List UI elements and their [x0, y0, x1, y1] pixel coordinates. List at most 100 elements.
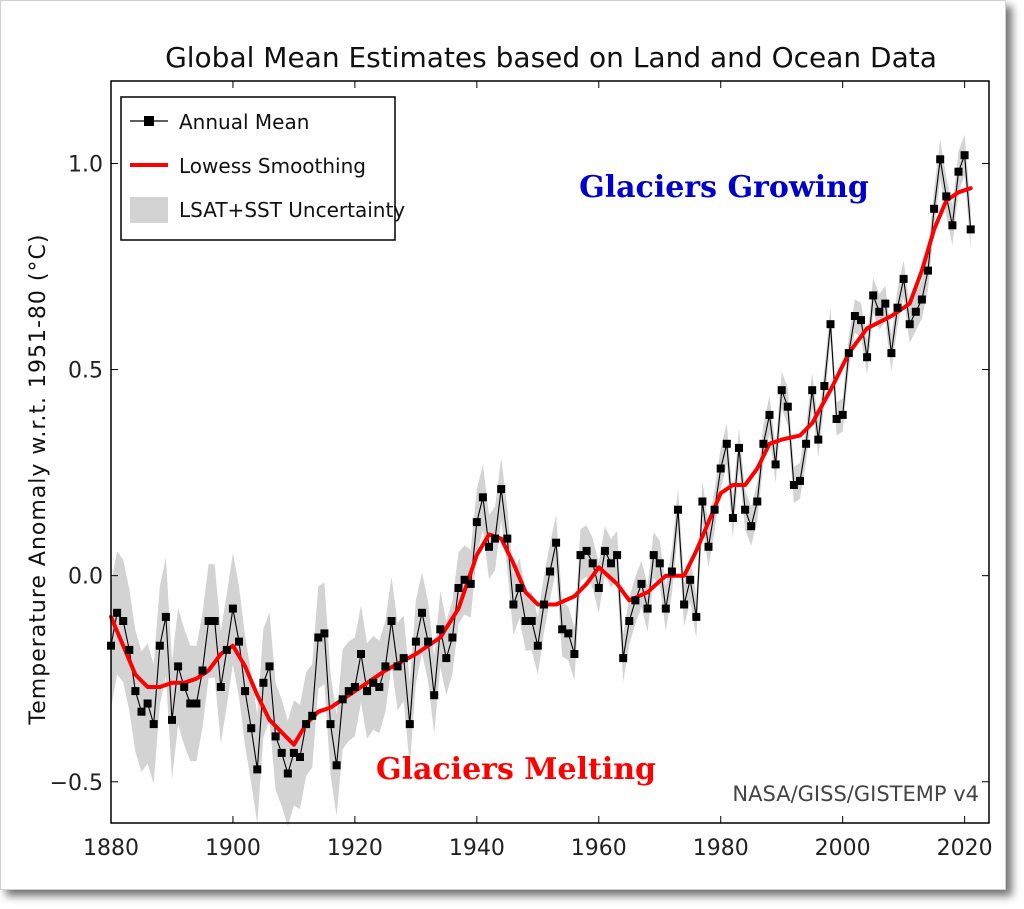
annual-mean-point — [625, 617, 634, 625]
annual-mean-point — [204, 617, 213, 625]
annual-mean-point — [899, 274, 908, 283]
annual-mean-point — [478, 493, 487, 502]
annual-mean-point — [826, 320, 835, 329]
annual-mean-point — [271, 732, 280, 741]
annual-mean-point — [582, 546, 591, 555]
annual-mean-point — [674, 505, 682, 514]
annual-mean-point — [235, 637, 243, 646]
lowess-layer — [109, 186, 973, 747]
annual-mean-point — [619, 654, 628, 663]
temperature-chart: 1880 1900 1920 1940 1960 1980 2000 2020 −0.5 0.0 0… — [26, 41, 993, 861]
plot-area — [110, 80, 990, 824]
annual-mean-point — [228, 604, 237, 613]
annual-mean-point — [155, 641, 164, 650]
annual-mean-point — [917, 295, 926, 304]
y-tick-label: 0.0 — [68, 565, 103, 590]
annual-mean-point — [247, 724, 256, 733]
legend-annual-marker — [144, 116, 154, 126]
annual-mean-point — [125, 645, 134, 654]
annual-mean-point — [113, 608, 122, 617]
annual-mean-point — [259, 678, 268, 687]
annual-mean-point — [161, 612, 170, 621]
annual-mean-point — [844, 349, 853, 358]
annual-mean-point — [863, 353, 872, 362]
annual-mean-point — [546, 567, 554, 576]
x-tick-label: 1920 — [327, 836, 383, 861]
annual-mean-point — [308, 711, 317, 720]
annual-mean-point — [424, 637, 433, 646]
annual-mean-point — [442, 654, 451, 663]
annual-mean-point — [314, 633, 323, 642]
annual-mean-point — [661, 604, 670, 613]
annual-mean-point — [363, 687, 372, 696]
annual-mean-point — [753, 497, 762, 506]
annual-mean-point — [460, 575, 469, 584]
annual-mean-point — [186, 699, 195, 708]
annual-mean-point — [802, 439, 811, 448]
y-tick-label: −0.5 — [50, 771, 103, 796]
annual-mean-point — [527, 617, 536, 625]
annual-mean-point — [369, 678, 378, 687]
annotation-glaciers-growing: Glaciers Growing — [579, 170, 869, 205]
data-source-credit: NASA/GISS/GISTEMP v4 — [732, 782, 979, 806]
annual-mean-point — [375, 683, 384, 691]
annual-mean-point — [692, 612, 701, 621]
annual-mean-point — [381, 662, 390, 671]
annual-mean-point — [539, 600, 548, 609]
annual-mean-point — [875, 307, 884, 316]
annual-mean-point — [558, 625, 567, 634]
annual-mean-point — [338, 695, 347, 704]
annual-mean-point — [649, 551, 658, 560]
annual-mean-point — [283, 769, 292, 778]
annual-mean-point — [936, 155, 945, 164]
annual-mean-point — [387, 617, 396, 625]
annual-mean-point — [350, 683, 359, 691]
annual-mean-point — [570, 650, 579, 658]
x-tick-label: 1940 — [449, 836, 505, 861]
annual-mean-point — [820, 382, 829, 390]
annual-mean-point — [210, 617, 219, 625]
annual-mean-point — [357, 650, 365, 658]
annual-mean-line — [110, 155, 972, 776]
annual-mean-point — [137, 707, 146, 716]
annual-mean-point — [771, 460, 780, 469]
annual-mean-point — [393, 662, 402, 671]
annual-mean-point — [600, 546, 609, 555]
annual-mean-point — [265, 662, 274, 671]
annual-mean-point — [296, 753, 304, 761]
x-tick-label: 1960 — [571, 836, 627, 861]
annual-mean-point — [436, 625, 445, 634]
annual-mean-point — [216, 683, 225, 691]
annual-mean-point — [533, 641, 542, 650]
chart-title: Global Mean Estimates based on Land and … — [165, 41, 937, 74]
annual-mean-point — [418, 608, 426, 617]
annual-mean-point — [832, 415, 841, 423]
annual-mean-point — [887, 349, 896, 358]
legend-label-uncertainty: LSAT+SST Uncertainty — [179, 198, 405, 222]
annual-mean-point — [948, 221, 957, 230]
legend-label-annual-mean: Annual Mean — [179, 110, 309, 134]
annual-mean-point — [704, 542, 713, 551]
annual-mean-point — [564, 629, 573, 638]
annual-mean-point — [905, 320, 914, 329]
annual-mean-markers — [107, 151, 975, 778]
annual-mean-point — [491, 534, 500, 543]
annual-mean-point — [430, 691, 439, 700]
annual-mean-point — [222, 645, 231, 654]
annual-mean-point — [716, 464, 725, 473]
annual-mean-point — [174, 662, 183, 671]
annual-mean-point — [503, 534, 512, 543]
annual-mean-point — [119, 617, 128, 625]
annual-mean-point — [448, 633, 457, 642]
annual-mean-point — [588, 559, 597, 568]
annual-mean-point — [869, 291, 878, 300]
annual-mean-point — [180, 683, 189, 691]
annual-mean-point — [149, 720, 158, 729]
annual-mean-point — [192, 699, 201, 708]
annual-mean-point — [911, 307, 920, 316]
y-tick-label: 0.5 — [68, 359, 103, 384]
annotation-glaciers-melting: Glaciers Melting — [376, 752, 656, 787]
lowess-smoothing-line — [109, 186, 973, 747]
annual-mean-point — [289, 748, 298, 757]
annual-mean-point — [399, 654, 408, 663]
